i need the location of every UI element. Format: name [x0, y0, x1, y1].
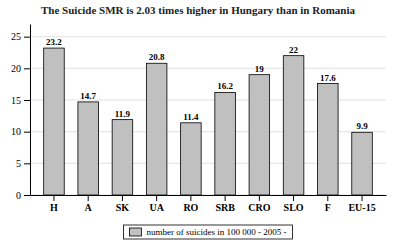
y-tick-mark	[24, 68, 30, 69]
x-tick-label: A	[85, 202, 93, 213]
chart: The Suicide SMR is 2.03 times higher in …	[0, 0, 396, 243]
x-tick-mark	[259, 195, 260, 201]
x-tick-label: RO	[183, 202, 198, 213]
grid-line	[30, 68, 386, 69]
x-tick-label: SRB	[215, 202, 235, 213]
x-tick-mark	[53, 195, 54, 201]
y-tick-mark	[24, 37, 30, 38]
y-tick-mark	[24, 100, 30, 101]
bar	[112, 120, 133, 195]
y-tick-label: 10	[11, 126, 21, 137]
x-tick-label: F	[325, 202, 331, 213]
x-tick-mark	[88, 195, 89, 201]
x-tick-mark	[362, 195, 363, 201]
x-tick: EU-15	[348, 195, 375, 213]
x-tick-label: SK	[116, 202, 130, 213]
y-tick-label: 5	[16, 158, 21, 169]
x-tick: UA	[149, 195, 164, 213]
x-tick-mark	[156, 195, 157, 201]
x-tick-label: CRO	[248, 202, 270, 213]
y-tick: 5	[16, 158, 30, 169]
x-tick-label: SLO	[284, 202, 304, 213]
y-tick: 0	[16, 190, 30, 201]
x-tick: SLO	[284, 195, 304, 213]
data-label: 17.6	[320, 73, 336, 83]
x-tick-label: EU-15	[348, 202, 375, 213]
grid-line	[30, 36, 386, 37]
data-label: 11.4	[183, 112, 199, 122]
data-label: 19	[255, 64, 265, 74]
bar	[215, 92, 236, 195]
grid	[30, 37, 386, 195]
bar	[249, 75, 270, 195]
bar	[146, 63, 167, 195]
bar	[78, 102, 99, 195]
y-axis-line	[30, 25, 31, 196]
x-tick-mark	[190, 195, 191, 201]
data-label: 11.9	[115, 109, 131, 119]
x-tick: F	[325, 195, 331, 213]
legend-label: number of suicides in 100 000 - 2005 -	[147, 227, 287, 237]
x-tick-mark	[225, 195, 226, 201]
x-tick-mark	[327, 195, 328, 201]
plot: 23.2 14.7 11.9 20.8 11.4 16.2 19 22 17.6 9.9 0 5 10 1…	[11, 25, 387, 214]
x-tick-label: H	[50, 202, 58, 213]
x-tick: H	[50, 195, 58, 213]
data-label: 9.9	[356, 121, 368, 131]
y-tick: 25	[11, 31, 30, 42]
x-tick-mark	[293, 195, 294, 201]
data-label: 22	[289, 45, 299, 55]
bars	[44, 48, 373, 195]
x-tick-label: UA	[149, 202, 164, 213]
x-tick: CRO	[248, 195, 270, 213]
x-tick: SK	[116, 195, 130, 213]
y-tick: 20	[11, 63, 30, 74]
data-label: 23.2	[46, 37, 62, 47]
legend-frame	[124, 225, 293, 239]
y-tick-mark	[24, 132, 30, 133]
title: The Suicide SMR is 2.03 times higher in …	[41, 4, 355, 16]
bar	[283, 56, 304, 195]
bar	[44, 48, 65, 195]
x-tick-mark	[122, 195, 123, 201]
y-axis: 0 5 10 15 20 25	[11, 25, 31, 201]
y-tick-mark	[24, 195, 30, 196]
data-labels: 23.2 14.7 11.9 20.8 11.4 16.2 19 22 17.6 9.9	[46, 37, 368, 131]
bar	[181, 123, 202, 195]
y-tick-label: 25	[11, 31, 21, 42]
y-tick: 10	[11, 126, 30, 137]
y-tick-label: 0	[16, 190, 21, 201]
data-label: 16.2	[217, 81, 233, 91]
bar	[318, 84, 339, 195]
x-tick: RO	[183, 195, 198, 213]
x-axis-line	[31, 195, 387, 196]
x-tick: A	[85, 195, 93, 213]
y-tick: 15	[11, 95, 30, 106]
y-tick-label: 20	[11, 63, 21, 74]
x-axis: H A SK UA RO SRB CRO SLO F EU-15	[31, 195, 387, 213]
y-tick-mark	[24, 163, 30, 164]
data-label: 20.8	[149, 52, 165, 62]
data-label: 14.7	[80, 91, 96, 101]
legend-swatch	[130, 228, 142, 236]
y-tick-label: 15	[11, 95, 21, 106]
x-tick: SRB	[215, 195, 235, 213]
bar	[352, 132, 373, 195]
legend: number of suicides in 100 000 - 2005 -	[124, 225, 293, 239]
